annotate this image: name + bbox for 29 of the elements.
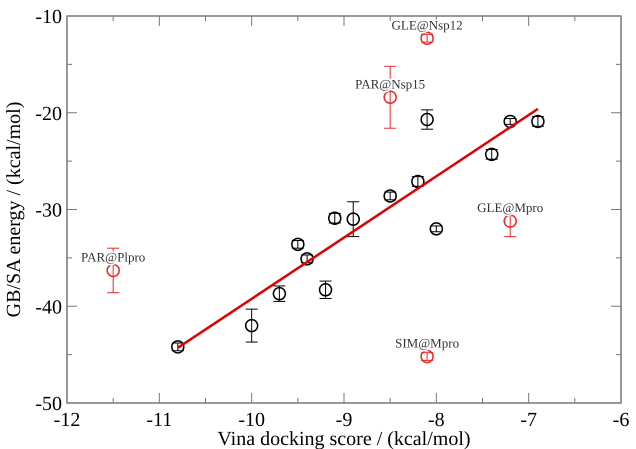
x-tick-label: -7 bbox=[520, 409, 538, 431]
point bbox=[318, 283, 332, 297]
point bbox=[346, 212, 360, 226]
y-tick-label: -10 bbox=[35, 6, 62, 28]
point bbox=[106, 264, 120, 278]
x-tick-label: -10 bbox=[238, 409, 266, 431]
y-tick-label: -20 bbox=[35, 102, 62, 125]
x-tick-label: -11 bbox=[146, 409, 172, 431]
y-tick-label: -30 bbox=[35, 200, 62, 222]
point bbox=[300, 252, 314, 266]
x-tick-label: -9 bbox=[336, 409, 352, 431]
y-axis-title: GB/SA energy / (kcal/mol) bbox=[3, 102, 25, 318]
x-axis-title: Vina docking score / (kcal/mol) bbox=[217, 428, 471, 449]
point bbox=[383, 90, 397, 104]
point bbox=[244, 318, 258, 332]
x-tick-label: -6 bbox=[612, 409, 630, 431]
point bbox=[503, 114, 517, 128]
point bbox=[171, 340, 185, 354]
point bbox=[430, 222, 444, 236]
point bbox=[291, 238, 305, 252]
point bbox=[420, 350, 434, 364]
point bbox=[503, 214, 517, 228]
point bbox=[383, 189, 397, 203]
point bbox=[420, 112, 434, 126]
annotation: GLE@Nsp12 bbox=[392, 17, 463, 32]
point bbox=[420, 32, 434, 46]
y-tick-label: -40 bbox=[35, 296, 62, 318]
x-tick-label: -8 bbox=[428, 409, 445, 431]
annotation: SIM@Mpro bbox=[395, 336, 460, 351]
